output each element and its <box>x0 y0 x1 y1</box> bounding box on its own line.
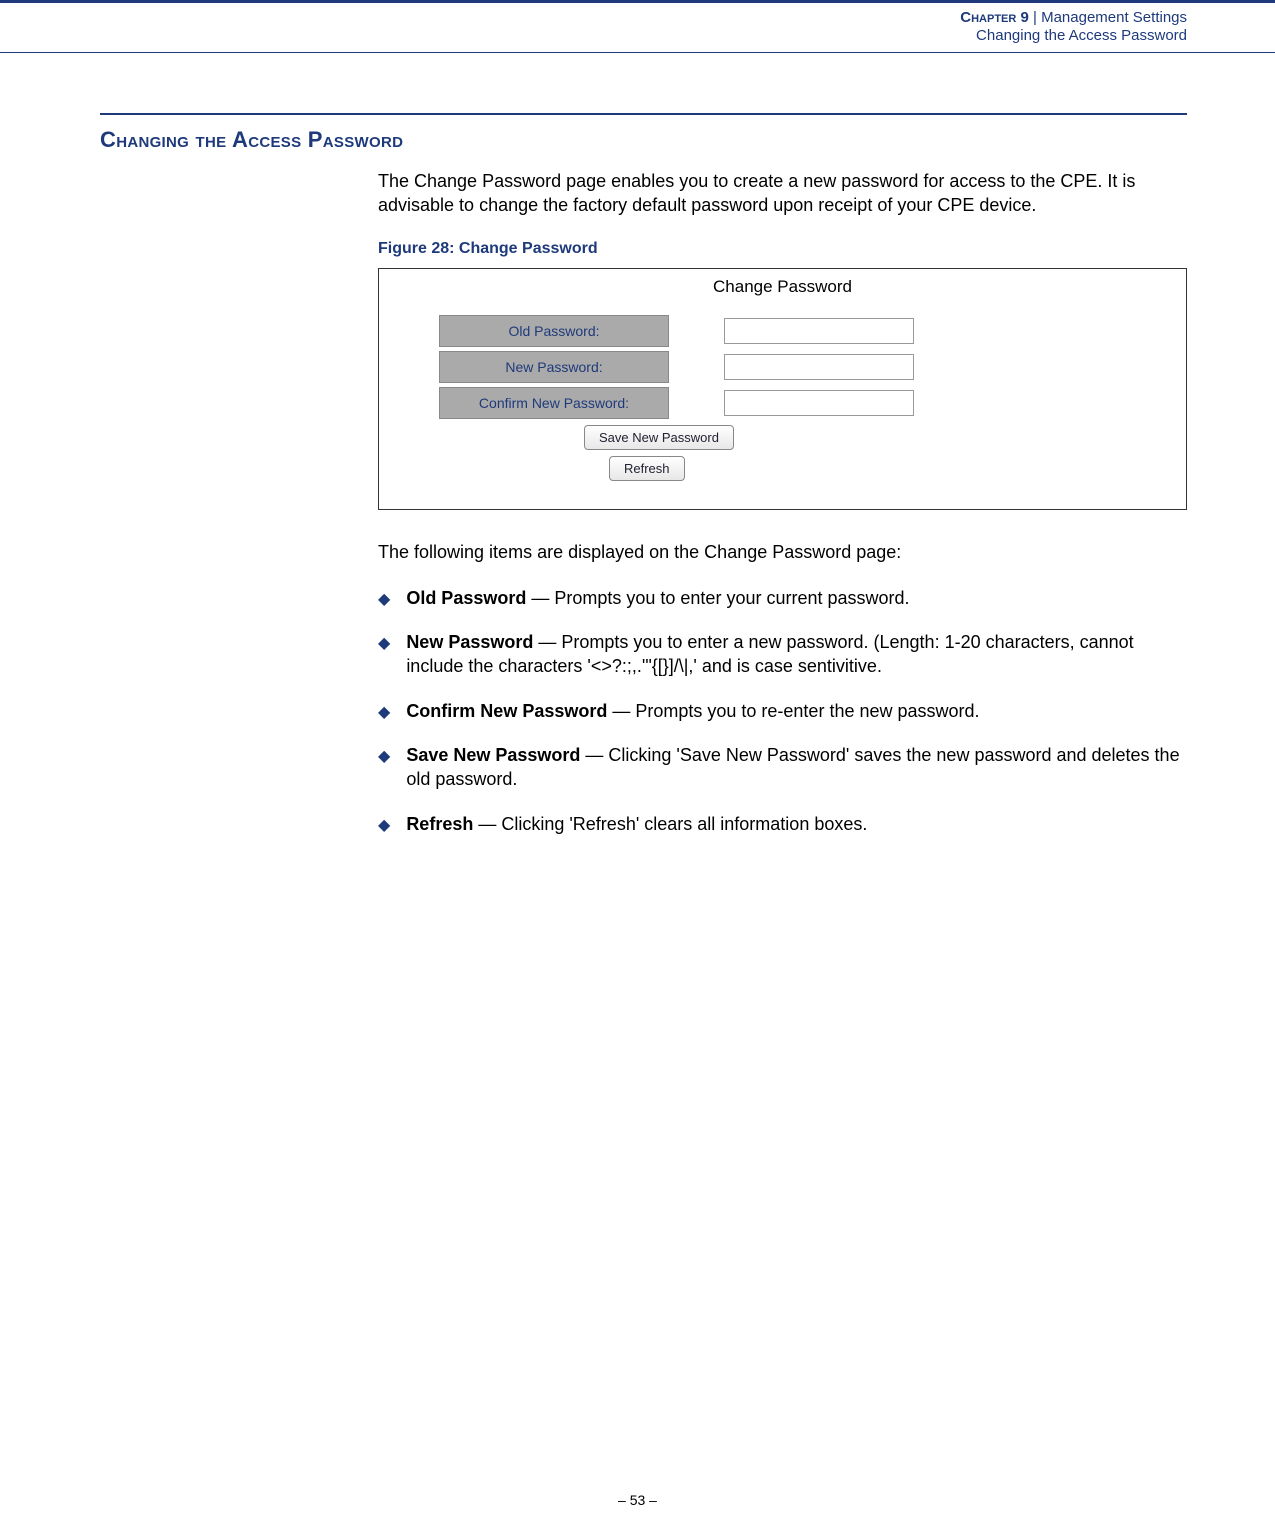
list-item: ◆ Old Password — Prompts you to enter yo… <box>378 586 1187 610</box>
old-password-input[interactable] <box>724 318 914 344</box>
section-rule <box>100 113 1187 115</box>
content: Changing the Access Password The Change … <box>0 53 1275 836</box>
diamond-icon: ◆ <box>378 702 390 723</box>
list-item: ◆ New Password — Prompts you to enter a … <box>378 630 1187 679</box>
figure-caption: Figure 28: Change Password <box>378 240 1187 258</box>
confirm-password-input[interactable] <box>724 390 914 416</box>
chapter-label: Chapter 9 <box>960 9 1029 26</box>
item-term: New Password <box>406 632 533 652</box>
item-desc: — Clicking 'Refresh' clears all informat… <box>473 814 867 834</box>
refresh-button-row: Refresh <box>609 456 1186 481</box>
separator: | <box>1029 9 1041 26</box>
item-term: Save New Password <box>406 745 580 765</box>
figure-box: Change Password Old Password: New Passwo… <box>378 268 1187 510</box>
refresh-button[interactable]: Refresh <box>609 456 685 481</box>
item-term: Confirm New Password <box>406 701 607 721</box>
figure-title: Change Password <box>379 277 1186 297</box>
new-password-input[interactable] <box>724 354 914 380</box>
intro-paragraph: The Change Password page enables you to … <box>378 169 1187 218</box>
form-row-old-password: Old Password: <box>439 315 1186 347</box>
form-table: Old Password: New Password: Confirm New … <box>439 315 1186 481</box>
save-button-row: Save New Password <box>439 425 1186 450</box>
save-new-password-button[interactable]: Save New Password <box>584 425 734 450</box>
new-password-label: New Password: <box>439 351 669 383</box>
page-footer: – 53 – <box>0 1492 1275 1508</box>
item-text: Confirm New Password — Prompts you to re… <box>406 699 979 723</box>
diamond-icon: ◆ <box>378 815 390 836</box>
form-row-new-password: New Password: <box>439 351 1186 383</box>
diamond-icon: ◆ <box>378 589 390 610</box>
item-text: Refresh — Clicking 'Refresh' clears all … <box>406 812 867 836</box>
diamond-icon: ◆ <box>378 633 390 679</box>
chapter-line: Chapter 9 | Management Settings <box>0 9 1187 26</box>
old-password-label: Old Password: <box>439 315 669 347</box>
item-text: New Password — Prompts you to enter a ne… <box>406 630 1187 679</box>
diamond-icon: ◆ <box>378 746 390 792</box>
item-desc: — Prompts you to re-enter the new passwo… <box>607 701 979 721</box>
page-header: Chapter 9 | Management Settings Changing… <box>0 0 1275 53</box>
breadcrumb: Changing the Access Password <box>0 27 1187 44</box>
list-item: ◆ Save New Password — Clicking 'Save New… <box>378 743 1187 792</box>
form-row-confirm-password: Confirm New Password: <box>439 387 1186 419</box>
confirm-password-label: Confirm New Password: <box>439 387 669 419</box>
list-item: ◆ Confirm New Password — Prompts you to … <box>378 699 1187 723</box>
item-desc: — Prompts you to enter your current pass… <box>526 588 909 608</box>
items-intro: The following items are displayed on the… <box>378 540 1187 564</box>
item-term: Old Password <box>406 588 526 608</box>
item-text: Save New Password — Clicking 'Save New P… <box>406 743 1187 792</box>
list-item: ◆ Refresh — Clicking 'Refresh' clears al… <box>378 812 1187 836</box>
item-term: Refresh <box>406 814 473 834</box>
body-column: The Change Password page enables you to … <box>378 169 1187 836</box>
items-list: ◆ Old Password — Prompts you to enter yo… <box>378 586 1187 836</box>
item-text: Old Password — Prompts you to enter your… <box>406 586 909 610</box>
section-heading: Changing the Access Password <box>100 127 1187 153</box>
chapter-title: Management Settings <box>1041 9 1187 26</box>
